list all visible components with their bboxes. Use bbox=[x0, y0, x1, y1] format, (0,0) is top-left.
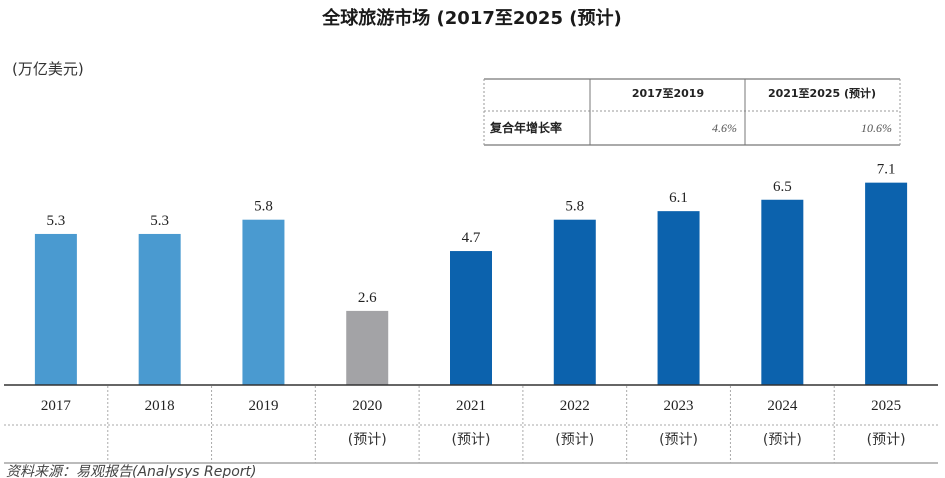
chart: 全球旅游市场 (2017至2025 (预计) (万亿美元) 2017至2019 … bbox=[0, 0, 945, 478]
value-label-2022: 5.8 bbox=[565, 199, 584, 215]
bar-2024 bbox=[761, 200, 803, 385]
value-label-2018: 5.3 bbox=[150, 213, 169, 229]
forecast-note-2020: (预计) bbox=[348, 432, 387, 448]
bar-2023 bbox=[658, 211, 700, 385]
x-tick-label-2017: 2017 bbox=[41, 398, 72, 414]
x-tick-label-2018: 2018 bbox=[145, 398, 175, 414]
value-label-2023: 6.1 bbox=[669, 190, 688, 206]
x-tick-label-2019: 2019 bbox=[248, 398, 278, 414]
year-labels-group: 2017 2018 2019 2020 2021 2022 2023 2024 2025 bbox=[41, 398, 901, 414]
source-note: 资料来源：易观报告(Analysys Report) bbox=[6, 464, 257, 478]
x-tick-label-2020: 2020 bbox=[352, 398, 382, 414]
value-label-2021: 4.7 bbox=[462, 230, 481, 246]
forecast-note-2025: (预计) bbox=[867, 432, 906, 448]
y-axis-unit: (万亿美元) bbox=[12, 60, 84, 78]
forecast-note-2022: (预计) bbox=[555, 432, 594, 448]
x-tick-label-2025: 2025 bbox=[871, 398, 901, 414]
forecast-note-2024: (预计) bbox=[763, 432, 802, 448]
value-label-2020: 2.6 bbox=[358, 290, 377, 306]
x-tick-label-2021: 2021 bbox=[456, 398, 486, 414]
cagr-value-2017-2019: 4.6% bbox=[712, 121, 737, 135]
x-tick-label-2023: 2023 bbox=[664, 398, 694, 414]
x-tick-label-2022: 2022 bbox=[560, 398, 590, 414]
forecast-note-2021: (预计) bbox=[452, 432, 491, 448]
value-label-2025: 7.1 bbox=[877, 162, 896, 178]
x-tick-label-2024: 2024 bbox=[767, 398, 798, 414]
value-label-2017: 5.3 bbox=[47, 213, 66, 229]
cagr-value-2021-2025: 10.6% bbox=[861, 121, 892, 135]
bar-2025 bbox=[865, 183, 907, 385]
bar-2017 bbox=[35, 234, 77, 385]
bar-2020 bbox=[346, 311, 388, 385]
value-label-2024: 6.5 bbox=[773, 179, 792, 195]
bar-2018 bbox=[139, 234, 181, 385]
bar-2022 bbox=[554, 220, 596, 385]
cagr-header-2021-2025: 2021至2025 (预计) bbox=[768, 86, 876, 100]
cagr-row-label: 复合年增长率 bbox=[489, 120, 562, 135]
bar-2021 bbox=[450, 251, 492, 385]
forecast-note-2023: (预计) bbox=[659, 432, 698, 448]
value-label-2019: 5.8 bbox=[254, 199, 273, 215]
chart-title: 全球旅游市场 (2017至2025 (预计) bbox=[321, 7, 621, 29]
cagr-table: 2017至2019 2021至2025 (预计) 复合年增长率 4.6% 10.… bbox=[484, 79, 900, 145]
bar-2019 bbox=[242, 220, 284, 385]
cagr-header-2017-2019: 2017至2019 bbox=[632, 87, 704, 100]
